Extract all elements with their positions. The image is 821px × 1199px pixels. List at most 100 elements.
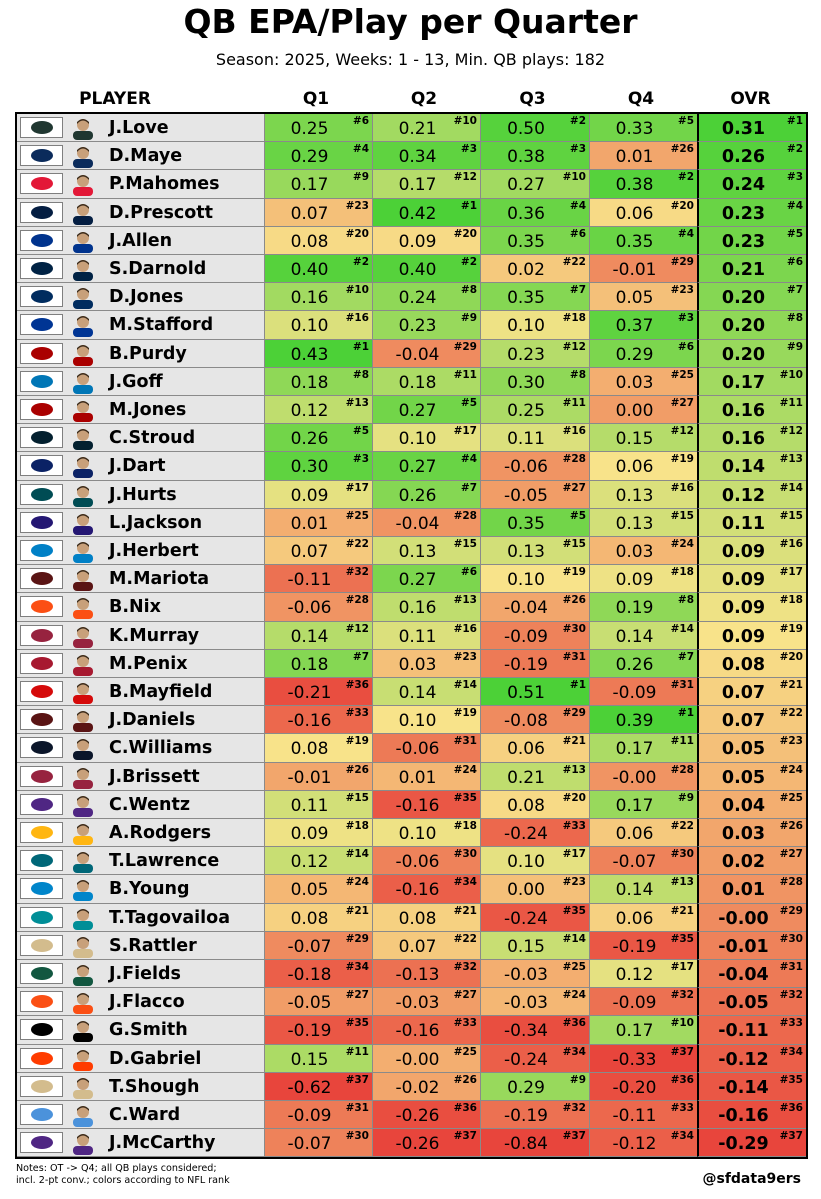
q3-value: 0.10: [507, 316, 545, 337]
q4-rank: #22: [670, 820, 694, 832]
q4-rank: #4: [677, 227, 694, 240]
q2-cell: 0.03 #23: [372, 649, 480, 678]
q2-cell: 0.42 #1: [372, 198, 480, 227]
table-row: L.Jackson 0.01 #25 -0.04 #28 0.35 #5 0.13 #15 0.1…: [17, 508, 806, 537]
q2-value: 0.24: [398, 288, 437, 309]
q3-value: 0.11: [507, 429, 545, 450]
q3-value: 0.10: [507, 570, 545, 591]
q1-rank: #37: [345, 1073, 369, 1086]
table-row: B.Purdy 0.43 #1 -0.04 #29 0.23 #12 0.29 #6 0.20 #9: [17, 339, 806, 368]
header-q3: Q3: [519, 89, 546, 109]
q1-value: -0.21: [287, 683, 332, 703]
q2-value: -0.26: [395, 1106, 440, 1126]
player-headshot-icon: [73, 1134, 93, 1156]
table-row: T.Lawrence 0.12 #14 -0.06 #30 0.10 #17 -0.07 #30…: [17, 847, 806, 876]
q3-cell: -0.24 #35: [480, 903, 589, 932]
player-cell: B.Purdy: [17, 339, 264, 368]
q3-cell: -0.05 #27: [480, 480, 589, 509]
q2-rank: #25: [453, 1045, 477, 1058]
table-row: M.Penix 0.18 #7 0.03 #23 -0.19 #31 0.26 #7 0.08 #2…: [17, 649, 806, 678]
q4-cell: 0.06 #20: [589, 198, 697, 227]
q1-rank: #16: [345, 312, 369, 325]
player-headshot-icon: [73, 598, 93, 620]
ovr-rank: #30: [779, 932, 803, 945]
q3-rank: #37: [562, 1130, 586, 1143]
q3-cell: 0.35 #7: [480, 283, 589, 312]
ovr-cell: 0.07 #22: [697, 706, 806, 735]
player-cell: T.Shough: [17, 1072, 264, 1101]
q3-cell: 0.06 #21: [480, 734, 589, 763]
team-logo-icon: [20, 737, 63, 759]
player-headshot-icon: [73, 1021, 93, 1043]
ovr-cell: 0.16 #12: [697, 424, 806, 453]
q2-cell: -0.06 #31: [372, 734, 480, 763]
q1-rank: #14: [345, 848, 369, 861]
player-name: D.Jones: [109, 287, 184, 308]
table-row: T.Shough -0.62 #37 -0.02 #26 0.29 #9 -0.20 #36 -0…: [17, 1072, 806, 1101]
player-cell: J.Daniels: [17, 706, 264, 735]
q1-rank: #11: [345, 1045, 369, 1058]
player-name: S.Darnold: [109, 259, 207, 279]
q2-rank: #15: [453, 538, 477, 550]
ovr-rank: #27: [779, 848, 803, 861]
q1-cell: 0.08 #20: [264, 226, 372, 255]
q3-value: -0.08: [504, 711, 548, 732]
player-name: B.Young: [109, 879, 190, 900]
q3-value: -0.19: [504, 1106, 548, 1126]
team-logo-icon: [20, 991, 63, 1013]
q1-rank: #12: [345, 622, 369, 635]
player-cell: T.Lawrence: [17, 847, 264, 876]
q3-value: 0.29: [507, 1077, 545, 1098]
team-logo-mark: [30, 910, 53, 924]
q3-rank: #15: [562, 538, 586, 550]
player-name: T.Shough: [109, 1076, 200, 1097]
q1-rank: #24: [345, 876, 369, 889]
q4-rank: #37: [670, 1045, 694, 1058]
table-row: J.Goff 0.18 #8 0.18 #11 0.30 #8 0.03 #25 0.17 #10: [17, 367, 806, 396]
q2-cell: 0.09 #20: [372, 226, 480, 255]
player-name: A.Rodgers: [109, 823, 211, 843]
q4-rank: #2: [677, 171, 694, 184]
q1-cell: -0.07 #29: [264, 931, 372, 960]
ovr-value: -0.16: [718, 1106, 769, 1126]
player-cell: J.Herbert: [17, 537, 264, 566]
q4-cell: 0.13 #16: [589, 480, 697, 509]
player-cell: C.Ward: [17, 1101, 264, 1130]
player-cell: D.Maye: [17, 142, 264, 171]
q2-rank: #28: [453, 509, 477, 522]
q2-cell: 0.18 #11: [372, 367, 480, 396]
ovr-cell: 0.14 #13: [697, 452, 806, 481]
ovr-value: 0.16: [721, 429, 766, 450]
q3-rank: #31: [562, 650, 586, 663]
q4-cell: 0.38 #2: [589, 170, 697, 199]
q4-rank: #11: [670, 735, 694, 748]
q3-rank: #10: [562, 171, 586, 184]
ovr-value: 0.05: [721, 739, 766, 760]
q1-cell: 0.25 #6: [264, 114, 372, 143]
q2-value: -0.06: [395, 739, 440, 760]
q1-cell: 0.05 #24: [264, 875, 372, 904]
q2-cell: 0.24 #8: [372, 283, 480, 312]
q4-value: -0.11: [612, 1106, 657, 1126]
table-row: C.Williams 0.08 #19 -0.06 #31 0.06 #21 0.17 #11 0…: [17, 734, 806, 763]
player-name: J.Brissett: [109, 766, 200, 787]
ovr-rank: #1: [786, 115, 803, 127]
q2-cell: 0.27 #6: [372, 565, 480, 594]
q2-rank: #27: [453, 989, 477, 1002]
table-row: B.Mayfield -0.21 #36 0.14 #14 0.51 #1 -0.09 #31 0…: [17, 678, 806, 707]
q2-cell: 0.10 #19: [372, 706, 480, 735]
q2-value: -0.02: [395, 1077, 440, 1098]
ovr-rank: #26: [779, 820, 803, 832]
q1-rank: #31: [345, 1102, 369, 1114]
q1-value: -0.05: [287, 993, 332, 1014]
q4-value: 0.00: [615, 401, 654, 421]
q1-rank: #26: [345, 763, 369, 776]
team-logo-icon: [20, 878, 63, 900]
ovr-rank: #20: [779, 650, 803, 663]
player-cell: L.Jackson: [17, 508, 264, 537]
team-logo-icon: [20, 399, 63, 420]
team-logo-icon: [20, 624, 63, 646]
q3-value: 0.35: [507, 231, 545, 252]
player-headshot-icon: [73, 683, 93, 704]
q3-cell: 0.10 #19: [480, 565, 589, 594]
